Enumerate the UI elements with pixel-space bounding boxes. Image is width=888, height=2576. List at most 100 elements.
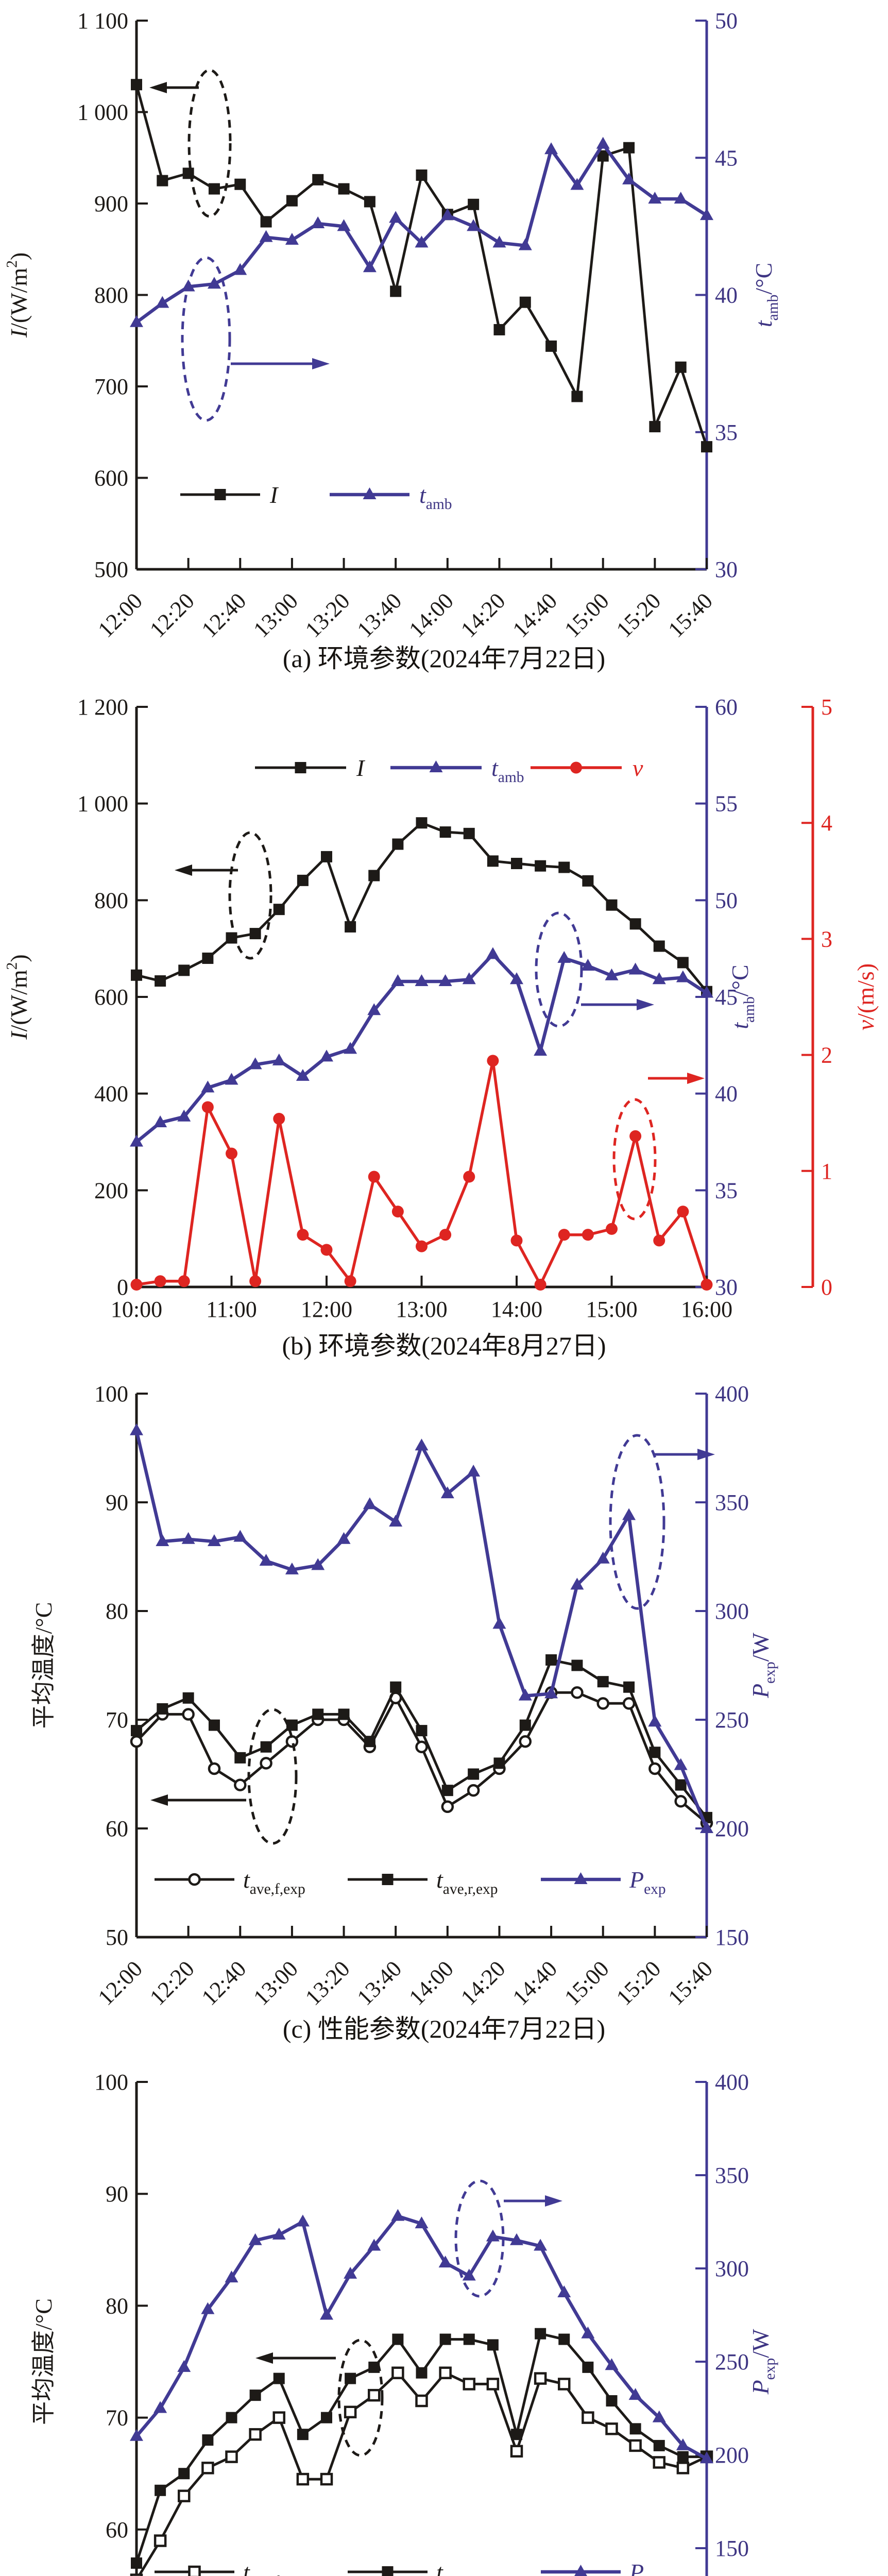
- x-tick-label: 11:00: [206, 1297, 257, 1322]
- marker-square-open: [510, 2445, 523, 2458]
- marker-square-open: [272, 2411, 285, 2424]
- marker-square: [182, 1692, 194, 1704]
- legend-c: tave,f,exp tave,r,exp Pexp: [155, 1867, 666, 1897]
- marker-square-open: [368, 2388, 381, 2402]
- marker-square: [202, 2434, 214, 2446]
- marker-triangle: [628, 2388, 642, 2400]
- marker-square-open: [130, 2573, 143, 2576]
- y-tick-label-right2: 4: [821, 810, 832, 836]
- marker-square: [493, 1757, 505, 1769]
- panel-c: 50 60 70 80 90 100 150 200 250 300 350 400 12:0012:2…: [30, 1381, 778, 2010]
- marker-triangle: [363, 260, 377, 273]
- marker-circle: [368, 1171, 380, 1183]
- annotations-a: [149, 69, 330, 422]
- x-tick-label: 15:00: [586, 1297, 637, 1322]
- y-tick-label-right: 400: [715, 1381, 749, 1406]
- marker-triangle: [674, 192, 688, 204]
- y-tick-label-left: 60: [106, 2517, 128, 2543]
- marker-square: [382, 1874, 394, 1885]
- marker-square: [463, 2333, 475, 2345]
- y-tick-label-left: 90: [106, 2181, 128, 2207]
- y-tick-label-left: 800: [94, 283, 128, 308]
- y-tick-label-right: 40: [715, 1081, 738, 1107]
- series-line-P_exp: [134, 1430, 709, 1829]
- marker-triangle: [415, 235, 429, 248]
- annotations-c: [150, 1434, 715, 1845]
- marker-triangle: [248, 1057, 262, 1070]
- x-tick-label: 12:00: [93, 1956, 148, 2010]
- marker-square-open: [391, 2366, 404, 2379]
- x-tick-label: 13:20: [300, 1956, 355, 2010]
- marker-triangle: [700, 986, 713, 998]
- marker-square: [701, 441, 712, 453]
- marker-square-open: [320, 2472, 333, 2486]
- marker-square: [677, 2451, 689, 2463]
- marker-circle: [344, 1275, 356, 1287]
- y-tick-label-left: 500: [94, 557, 128, 582]
- series-line-t_ave,r,exp: [135, 1658, 708, 1819]
- marker-square: [131, 2557, 142, 2569]
- marker-circle: [606, 1223, 618, 1235]
- marker-square: [392, 838, 404, 850]
- x-tick-label: 12:40: [197, 1956, 251, 2010]
- legend-label: tave,f,exp: [243, 1867, 305, 1897]
- y-tick-label-left: 80: [106, 2293, 128, 2318]
- x-tick-label: 12:20: [145, 1956, 199, 2010]
- marker-triangle: [320, 2308, 333, 2320]
- annotation-ellipse: [187, 69, 232, 218]
- marker-circle: [570, 761, 582, 774]
- marker-square: [629, 2423, 641, 2435]
- y-tick-label-left: 400: [94, 1081, 128, 1107]
- y-tick-label-right: 50: [715, 888, 738, 913]
- marker-square: [214, 489, 226, 500]
- marker-square: [606, 899, 618, 911]
- marker-triangle: [510, 972, 523, 985]
- marker-circle-open: [285, 1735, 299, 1748]
- series-P_exp: [130, 2209, 713, 2464]
- panel-a: 500 600 700 800 900 1 000 1 100 30 35 40 45 50 12:00…: [4, 8, 781, 642]
- marker-square-open: [629, 2439, 642, 2452]
- marker-square: [249, 2389, 261, 2401]
- y-tick-label-right2: 5: [821, 694, 832, 720]
- y-tick-label-right: 35: [715, 420, 738, 445]
- marker-square: [519, 296, 531, 308]
- marker-circle-open: [234, 1778, 247, 1791]
- marker-square: [416, 1725, 428, 1737]
- marker-square-open: [463, 2378, 475, 2391]
- y-tick-label-right: 300: [715, 2256, 749, 2281]
- y-tick-label-left: 1 000: [77, 100, 128, 125]
- y-tick-label-left: 70: [106, 1707, 128, 1733]
- series-line-I: [136, 821, 708, 993]
- y-tick-label-right: 60: [715, 694, 738, 720]
- marker-square-open: [605, 2422, 618, 2435]
- marker-triangle: [177, 2360, 191, 2372]
- marker-triangle: [440, 208, 454, 221]
- annotation-ellipse: [337, 2338, 384, 2457]
- marker-square-open: [201, 2462, 214, 2475]
- marker-square: [535, 860, 547, 872]
- marker-square-open: [344, 2405, 357, 2418]
- marker-square: [234, 1752, 246, 1764]
- y-tick-label-left: 600: [94, 466, 128, 491]
- series-line-t_ave,f,exp: [135, 1691, 708, 1824]
- annotation-ellipse: [454, 2179, 505, 2298]
- annotation-arrowhead: [149, 82, 167, 93]
- annotation-ellipse: [535, 911, 583, 1028]
- marker-triangle: [486, 947, 500, 959]
- marker-triangle: [674, 1758, 688, 1770]
- marker-triangle: [628, 962, 642, 975]
- marker-triangle: [259, 1553, 273, 1566]
- marker-triangle: [367, 1003, 381, 1015]
- series-t_ave,r,exp: [131, 1654, 712, 1823]
- marker-circle-open: [260, 1757, 272, 1770]
- marker-triangle: [605, 968, 619, 980]
- annotation-arrowhead: [255, 2352, 273, 2364]
- marker-square: [392, 2333, 404, 2345]
- marker-square: [597, 1676, 609, 1688]
- marker-square: [623, 1681, 635, 1693]
- marker-square: [511, 858, 522, 870]
- annotation-ellipse: [247, 1708, 298, 1845]
- y-tick-label-left: 80: [106, 1599, 128, 1624]
